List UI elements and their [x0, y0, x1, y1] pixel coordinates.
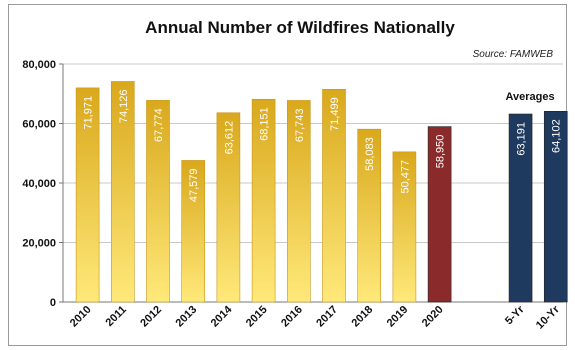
bar-2013	[181, 160, 205, 303]
data-label: 68,151	[259, 107, 271, 141]
x-tick-label: 2019	[385, 304, 411, 330]
bar-2010	[75, 87, 100, 303]
averages-annotation: Averages	[505, 91, 554, 103]
bar-2012	[146, 100, 170, 303]
x-tick-label: 2017	[314, 304, 340, 330]
data-label: 71,499	[329, 97, 341, 131]
bar-2018	[357, 128, 382, 303]
x-tick-label: 2014	[209, 303, 235, 329]
y-tick-label: 80,000	[22, 59, 56, 71]
y-tick-label: 60,000	[22, 119, 56, 131]
x-tick-label: 2016	[279, 304, 305, 330]
x-tick-label: 2018	[350, 304, 376, 330]
x-tick-label: 10-Yr	[534, 303, 562, 331]
x-tick-label: 2010	[68, 304, 94, 330]
data-label: 71,971	[83, 96, 95, 130]
data-label: 47,579	[188, 168, 200, 202]
data-label: 58,950	[435, 135, 447, 169]
y-axis: 0 20,000 40,000 60,000 80,000	[22, 59, 64, 309]
bar-2017	[322, 88, 346, 303]
data-label: 64,102	[551, 119, 563, 153]
data-label: 74,126	[118, 89, 130, 123]
x-tick-label: 2012	[138, 304, 164, 330]
bars: 71,971 74,126 67,774 47,579 63,612 68,151 67,7…	[75, 81, 568, 303]
data-label: 63,191	[516, 122, 528, 156]
bar-10-Yr	[543, 110, 568, 303]
data-label: 67,743	[294, 108, 306, 142]
y-tick-label: 40,000	[22, 178, 56, 190]
x-axis: 2010 2011 2012 2013 2014 2015 2016 2017 2018 2019…	[68, 303, 562, 332]
gridlines	[63, 63, 563, 303]
chart-source: Source: FAMWEB	[473, 49, 554, 60]
data-label: 63,612	[223, 121, 235, 155]
y-tick-label: 20,000	[22, 238, 56, 250]
x-tick-label: 2011	[104, 304, 129, 329]
y-tick-label: 0	[50, 297, 56, 309]
chart-title: Annual Number of Wildfires Nationally	[145, 18, 455, 37]
bar-2015	[251, 98, 276, 303]
data-label: 67,774	[153, 108, 165, 142]
bar-2020	[427, 126, 452, 303]
x-tick-label: 2020	[420, 304, 446, 330]
data-label: 50,477	[399, 160, 411, 194]
x-tick-label: 5-Yr	[503, 303, 527, 327]
bar-2019	[392, 151, 417, 303]
bar-2014	[216, 112, 241, 303]
bar-5-Yr	[508, 113, 533, 303]
x-tick-label: 2015	[244, 304, 270, 330]
x-tick-label: 2013	[174, 304, 200, 330]
bar-2016	[286, 100, 311, 303]
bar-2011	[111, 81, 135, 303]
data-label: 58,083	[364, 137, 376, 171]
